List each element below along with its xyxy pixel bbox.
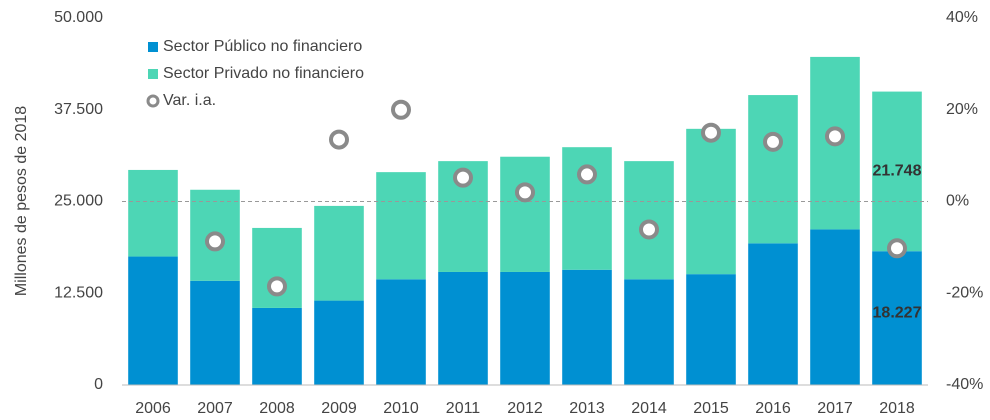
bar: [624, 279, 674, 385]
point: [391, 99, 411, 120]
legend-marker: [148, 69, 158, 79]
point: [887, 238, 907, 259]
legend-label: Sector Privado no financiero: [163, 65, 364, 82]
x-tick-label: 2014: [631, 400, 667, 417]
x-tick-label: 2011: [446, 400, 481, 417]
bar: [500, 271, 550, 385]
point: [825, 126, 845, 147]
y2-tick-label: -20%: [946, 284, 983, 301]
y-tick-label: 25.000: [54, 193, 103, 210]
bar: [252, 307, 302, 385]
x-tick-label: 2013: [569, 400, 605, 417]
bar: [438, 271, 488, 385]
bar: [314, 205, 364, 301]
x-tick-label: 2015: [693, 400, 729, 417]
bar: [190, 280, 240, 385]
point: [515, 182, 535, 203]
y-axis-label: Millones de pesos de 2018: [13, 106, 30, 296]
x-tick-label: 2007: [197, 400, 233, 417]
bar: [872, 251, 922, 385]
point: [453, 167, 473, 188]
y-tick-label: 50.000: [54, 9, 103, 26]
value-label: 18.227: [873, 304, 922, 321]
point: [763, 131, 783, 152]
legend-label: Sector Público no financiero: [163, 38, 362, 55]
x-tick-label: 2009: [321, 400, 357, 417]
y-tick-label: 12.500: [54, 284, 103, 301]
bar: [748, 243, 798, 385]
point: [267, 276, 287, 297]
legend-label: Var. i.a.: [163, 92, 216, 109]
x-tick-label: 2008: [259, 400, 295, 417]
point: [205, 231, 225, 252]
legend-marker: [148, 42, 158, 52]
bar: [562, 269, 612, 385]
bar: [500, 156, 550, 272]
bar: [314, 300, 364, 385]
x-tick-label: 2018: [879, 400, 915, 417]
x-tick-label: 2006: [135, 400, 171, 417]
x-tick-label: 2010: [383, 400, 419, 417]
bar: [376, 279, 426, 385]
y2-tick-label: 20%: [946, 101, 978, 118]
bar: [872, 91, 922, 252]
value-label: 21.748: [873, 163, 922, 180]
y-tick-label: 0: [94, 376, 103, 393]
bar: [376, 172, 426, 280]
point: [329, 129, 349, 150]
x-tick-label: 2016: [755, 400, 791, 417]
point: [701, 122, 721, 143]
y2-tick-label: 40%: [946, 9, 978, 26]
point: [639, 219, 659, 240]
x-tick-label: 2017: [817, 400, 853, 417]
bar: [810, 229, 860, 385]
legend-marker: [146, 94, 160, 108]
bar: [128, 256, 178, 385]
y-tick-label: 37.500: [54, 101, 103, 118]
bar: [686, 274, 736, 385]
bar: [748, 95, 798, 244]
point: [577, 164, 597, 185]
y2-tick-label: 0%: [946, 193, 969, 210]
y2-tick-label: -40%: [946, 376, 983, 393]
x-tick-label: 2012: [507, 400, 543, 417]
bar: [128, 169, 178, 257]
